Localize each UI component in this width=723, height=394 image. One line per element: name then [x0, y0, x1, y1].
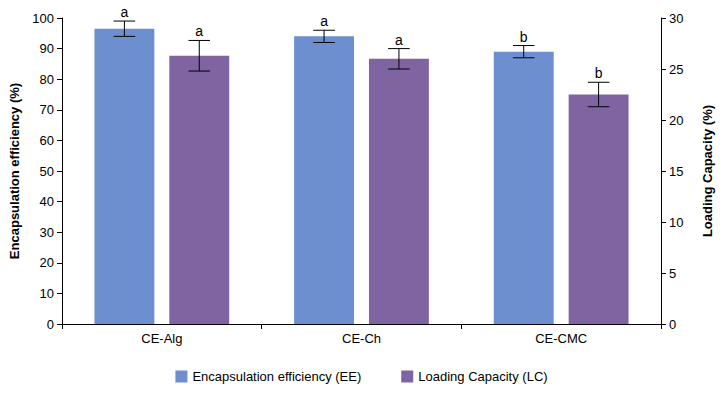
svg-text:10: 10 [669, 215, 683, 230]
svg-text:100: 100 [32, 11, 54, 26]
svg-text:CE-CMC: CE-CMC [535, 331, 587, 346]
svg-text:60: 60 [40, 133, 54, 148]
svg-text:a: a [395, 32, 403, 48]
svg-text:70: 70 [40, 102, 54, 117]
svg-text:CE-Alg: CE-Alg [141, 331, 182, 346]
svg-text:50: 50 [40, 164, 54, 179]
svg-text:40: 40 [40, 194, 54, 209]
svg-text:Loading Capacity (%): Loading Capacity (%) [700, 105, 715, 237]
svg-text:5: 5 [669, 266, 676, 281]
svg-text:a: a [120, 4, 128, 20]
svg-text:0: 0 [669, 317, 676, 332]
svg-text:a: a [320, 13, 328, 29]
svg-text:30: 30 [40, 225, 54, 240]
svg-text:90: 90 [40, 41, 54, 56]
svg-text:30: 30 [669, 11, 683, 26]
svg-text:20: 20 [40, 255, 54, 270]
svg-text:10: 10 [40, 286, 54, 301]
svg-text:Encapsulation efficiency (%): Encapsulation efficiency (%) [7, 83, 22, 259]
svg-text:80: 80 [40, 72, 54, 87]
svg-text:Loading Capacity (LC): Loading Capacity (LC) [418, 369, 547, 384]
svg-text:b: b [595, 65, 603, 81]
svg-text:15: 15 [669, 164, 683, 179]
svg-text:20: 20 [669, 113, 683, 128]
svg-text:a: a [195, 23, 203, 39]
svg-text:25: 25 [669, 62, 683, 77]
svg-text:0: 0 [47, 317, 54, 332]
svg-text:Encapsulation efficiency (EE): Encapsulation efficiency (EE) [192, 369, 361, 384]
svg-text:b: b [520, 29, 528, 45]
svg-text:CE-Ch: CE-Ch [342, 331, 381, 346]
